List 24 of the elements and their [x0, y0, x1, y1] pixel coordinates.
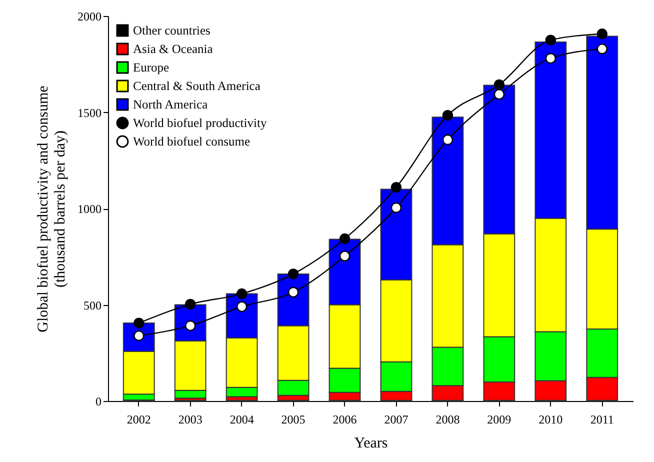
x-tick-label: 2003 [178, 412, 202, 426]
y-axis-title: Global biofuel productivity and consume (thousand barrels per day) [36, 85, 68, 332]
y-tick-label: 0 [96, 394, 102, 408]
y-tick-label: 1000 [78, 202, 102, 216]
legend-label: North America [133, 98, 208, 112]
legend-label: World biofuel consume [133, 134, 250, 148]
legend-label: Central & South America [133, 79, 261, 93]
x-tick-label: 2005 [281, 412, 306, 426]
x-tick-label: 2007 [384, 412, 408, 426]
legend-label: World biofuel productivity [133, 116, 268, 130]
x-axis-title: Years [354, 436, 388, 452]
x-tick-label: 2011 [590, 412, 614, 426]
x-tick-label: 2004 [230, 412, 254, 426]
legend-label: Other countries [133, 24, 211, 38]
x-tick-label: 2009 [487, 412, 512, 426]
legend-label: Europe [133, 60, 170, 74]
y-tick-label: 1500 [78, 106, 102, 120]
x-tick-label: 2010 [538, 412, 563, 426]
y-tick-label: 500 [84, 298, 102, 312]
x-tick-label: 2008 [436, 412, 460, 426]
legend-label: Asia & Oceania [133, 42, 214, 56]
x-tick-label: 2006 [332, 412, 357, 426]
x-tick-label: 2002 [126, 412, 151, 426]
y-tick-label: 2000 [78, 10, 102, 24]
